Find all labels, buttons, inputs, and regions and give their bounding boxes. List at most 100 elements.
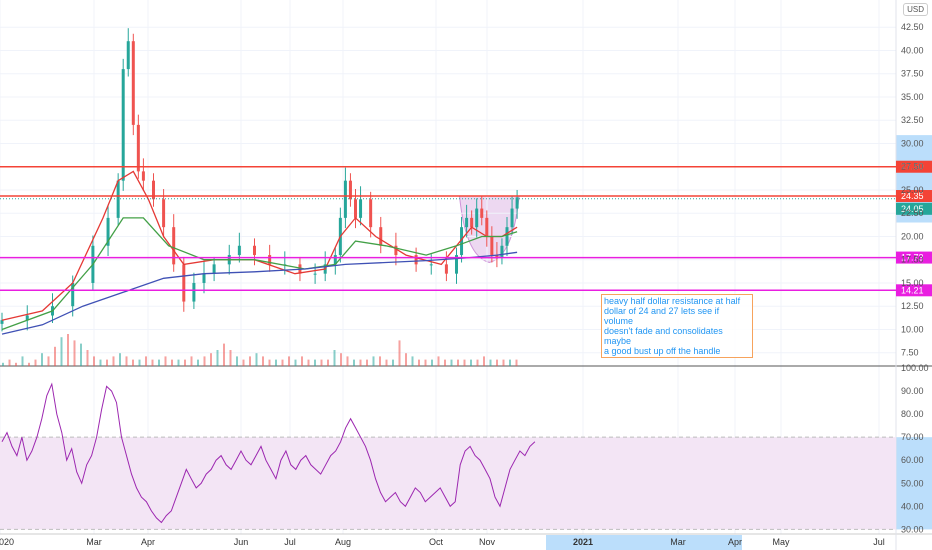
cup-pattern-highlight[interactable] (458, 195, 520, 264)
candle-body (237, 245, 241, 256)
price-tick-label: 12.50 (901, 301, 924, 311)
volume-bar (385, 359, 388, 366)
level-label: 24.35 (901, 191, 924, 201)
last-price-label: 24.05 (901, 204, 924, 214)
volume-bar (346, 356, 349, 366)
time-tick-label: 2020 (0, 537, 14, 547)
rsi-tick-label: 100.00 (901, 363, 929, 373)
candle-body (480, 208, 484, 218)
volume-bar (509, 359, 511, 366)
volume-bar (418, 359, 420, 366)
level-label: 17.73 (901, 253, 924, 263)
candle-body (394, 245, 398, 256)
price-tick-label: 35.00 (901, 92, 924, 102)
volume-bar (41, 353, 43, 366)
candle-body (212, 264, 216, 274)
volume-bar (80, 343, 82, 366)
candle-body (162, 199, 166, 228)
rsi-band (0, 437, 896, 530)
level-label: 14.21 (901, 285, 924, 295)
volume-bar (366, 359, 368, 366)
candle-body (136, 124, 140, 172)
volume-bar (197, 359, 199, 366)
candle-body (470, 217, 474, 228)
candle-body (485, 217, 489, 237)
volume-bar (275, 359, 277, 366)
candle-body (313, 273, 317, 275)
volume-bar (119, 353, 121, 366)
volume-bar (93, 356, 95, 366)
volume-bar (424, 359, 427, 366)
volume-bar (483, 356, 485, 366)
volume-bar (145, 356, 147, 366)
candle-body (359, 199, 363, 218)
volume-bar (340, 353, 342, 366)
candle-body (465, 217, 469, 228)
volume-bar (268, 359, 271, 366)
price-tick-label: 10.00 (901, 324, 924, 334)
rsi-axis-highlight (896, 437, 932, 530)
volume-bar (262, 356, 264, 366)
volume-bar (405, 353, 407, 366)
volume-bar (125, 356, 128, 366)
candle-body (268, 255, 272, 265)
level-label-bg (896, 160, 932, 173)
volume-bar (372, 356, 375, 366)
volume-bar (255, 353, 258, 366)
volume-bar (301, 356, 303, 366)
volume-bar (15, 362, 17, 366)
time-tick-label: May (772, 537, 790, 547)
time-tick-label: Oct (429, 537, 444, 547)
volume-bar (138, 359, 141, 366)
time-tick-label: Apr (728, 537, 742, 547)
candle-body (444, 264, 448, 274)
volume-bar (54, 346, 56, 366)
volume-bar (398, 340, 401, 366)
price-tick-label: 20.00 (901, 231, 924, 241)
volume-bar (288, 356, 290, 366)
volume-bar (515, 359, 518, 366)
candle-body (141, 171, 145, 181)
candle-body (510, 208, 514, 228)
volume-bar (294, 359, 297, 366)
volume-bar (320, 359, 323, 366)
volume-bar (216, 350, 219, 366)
volume-bar (392, 359, 394, 366)
volume-bar (353, 359, 355, 366)
volume-bar (132, 359, 134, 366)
time-tick-label: Apr (141, 537, 155, 547)
price-tick-label: 30.00 (901, 138, 924, 148)
candle-body (131, 41, 135, 125)
annotation-note[interactable]: heavy half dollar resistance at half dol… (601, 294, 753, 358)
ma-slow-line (1, 251, 518, 335)
volume-bar (60, 337, 63, 366)
volume-bar (184, 359, 186, 366)
volume-bar (223, 343, 225, 366)
volume-bar (437, 356, 440, 366)
currency-label[interactable]: USD (903, 3, 928, 16)
candle-body (495, 255, 499, 257)
volume-bar (229, 350, 232, 366)
candle-body (455, 255, 458, 274)
price-tick-label: 17.50 (901, 255, 924, 265)
volume-bar (463, 359, 466, 366)
candle-body (475, 208, 479, 228)
time-tick-label: Jul (873, 537, 885, 547)
candle-body (152, 180, 155, 200)
time-tick-label: Jun (234, 537, 249, 547)
level-label-bg (896, 284, 932, 297)
level-label-bg (896, 251, 932, 264)
rsi-line (1, 382, 536, 524)
volume-bar (314, 359, 316, 366)
volume-bar (86, 350, 89, 366)
time-tick-label: Mar (86, 537, 102, 547)
volume-bar (411, 356, 414, 366)
volume-bar (327, 359, 329, 366)
candle-body (379, 227, 383, 246)
volume-bar (359, 359, 362, 366)
volume-bar (28, 362, 30, 366)
volume-bar (502, 359, 505, 366)
candle-body (121, 69, 125, 181)
candle-body (106, 217, 110, 246)
last-price-label-bg (896, 202, 932, 215)
